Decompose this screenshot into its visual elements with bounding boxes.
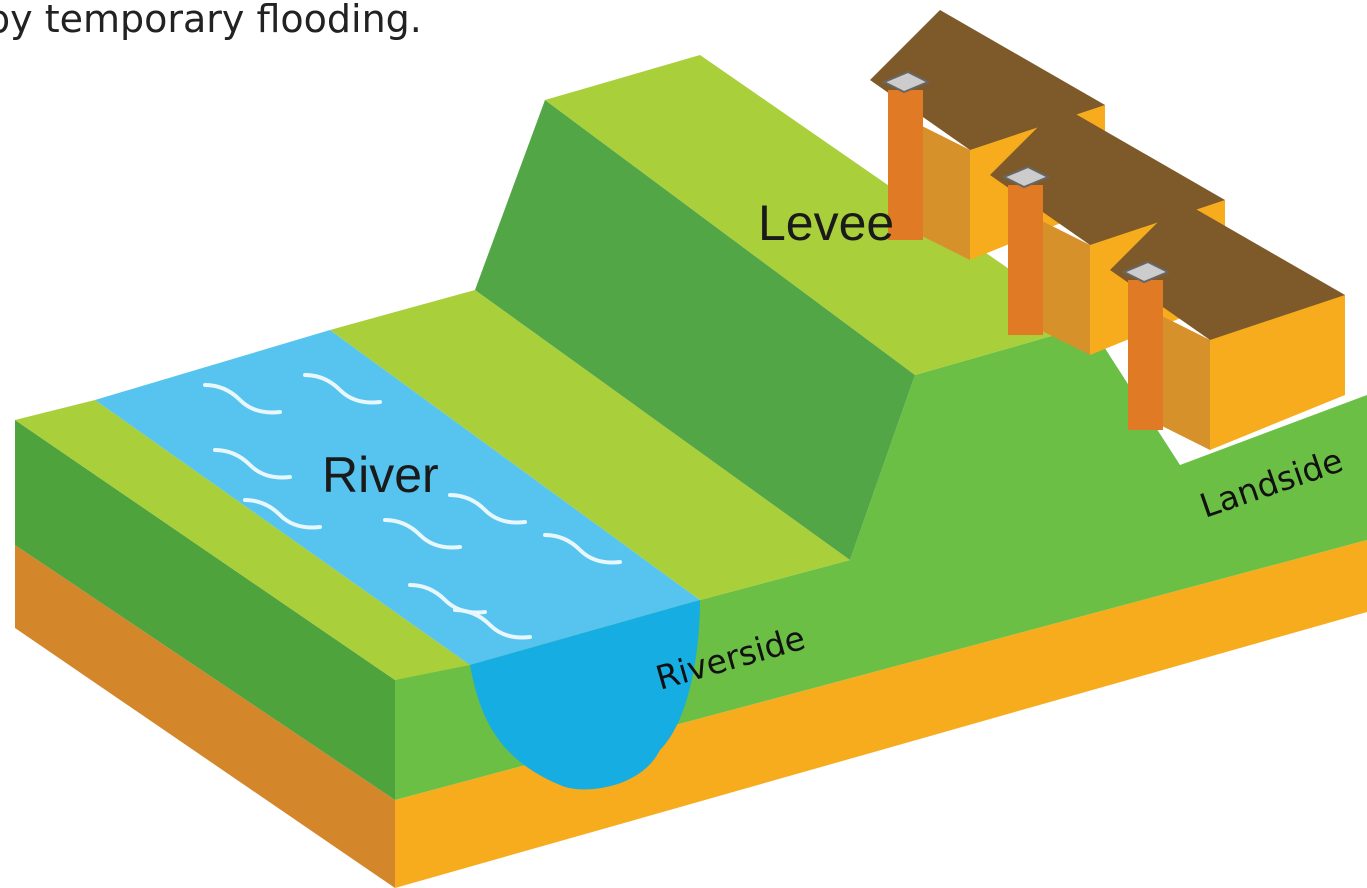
- levee-label: Levee: [758, 195, 894, 251]
- caption: by temporary flooding.: [0, 0, 422, 41]
- levee-diagram: by temporary flooding.: [0, 0, 1367, 888]
- river-label: River: [322, 447, 439, 503]
